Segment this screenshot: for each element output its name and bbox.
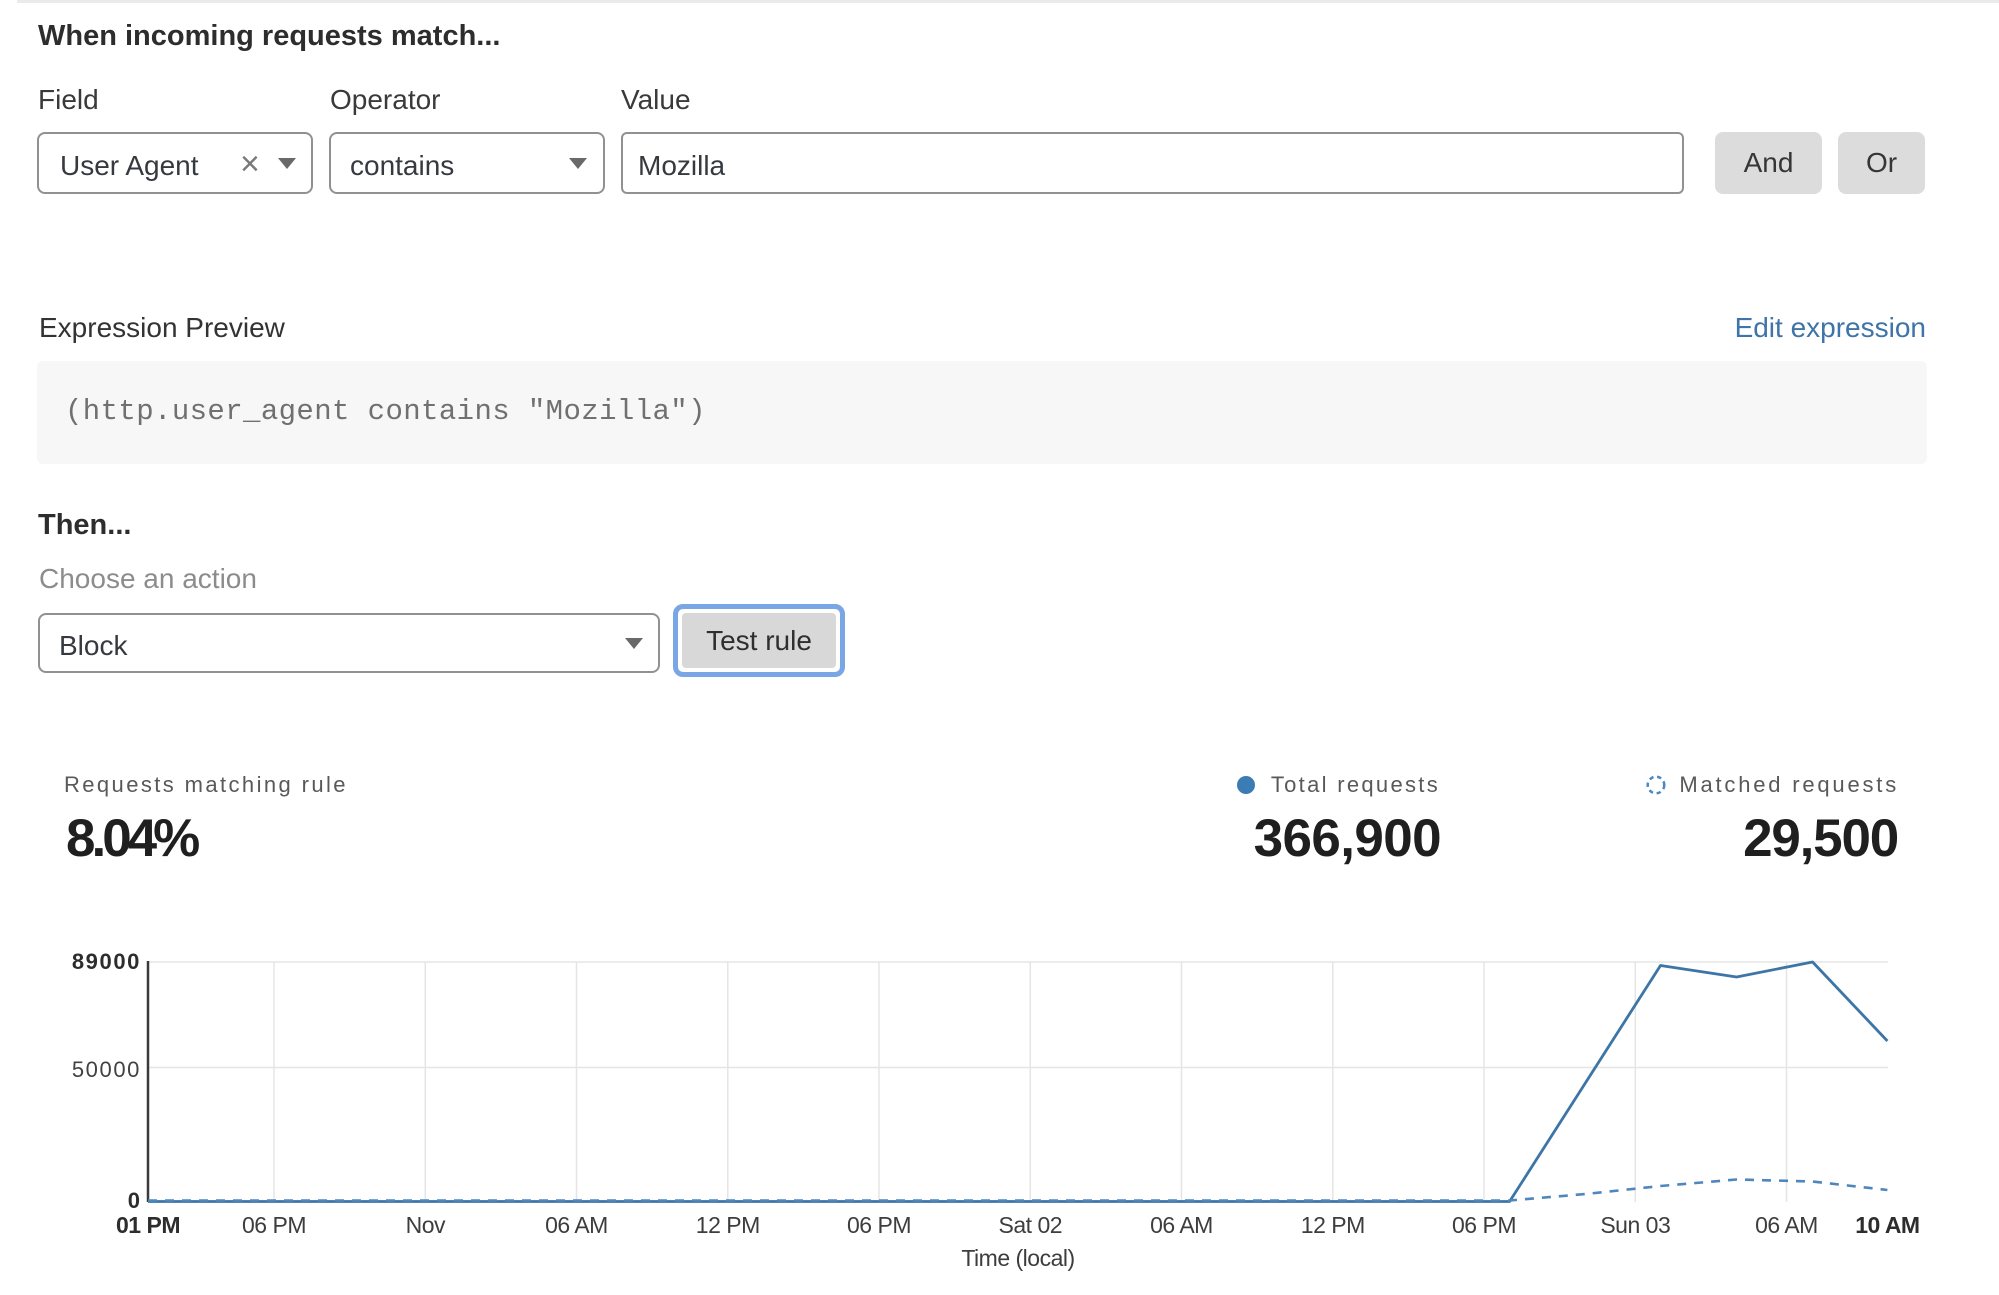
svg-text:Nov: Nov (406, 1212, 446, 1238)
svg-text:Sat 02: Sat 02 (999, 1212, 1063, 1238)
svg-text:12 PM: 12 PM (696, 1212, 760, 1238)
svg-text:Sun 03: Sun 03 (1600, 1212, 1670, 1238)
svg-text:01 PM: 01 PM (116, 1212, 180, 1238)
svg-text:06 PM: 06 PM (242, 1212, 306, 1238)
svg-text:89000: 89000 (72, 949, 141, 974)
svg-text:06 PM: 06 PM (847, 1212, 911, 1238)
svg-text:50000: 50000 (72, 1057, 141, 1082)
svg-text:10 AM: 10 AM (1855, 1212, 1919, 1238)
svg-text:06 AM: 06 AM (545, 1212, 608, 1238)
svg-text:06 AM: 06 AM (1755, 1212, 1818, 1238)
svg-text:06 AM: 06 AM (1150, 1212, 1213, 1238)
svg-text:06 PM: 06 PM (1452, 1212, 1516, 1238)
svg-text:12 PM: 12 PM (1301, 1212, 1365, 1238)
svg-text:0: 0 (128, 1188, 140, 1213)
svg-text:Time (local): Time (local) (961, 1245, 1074, 1271)
